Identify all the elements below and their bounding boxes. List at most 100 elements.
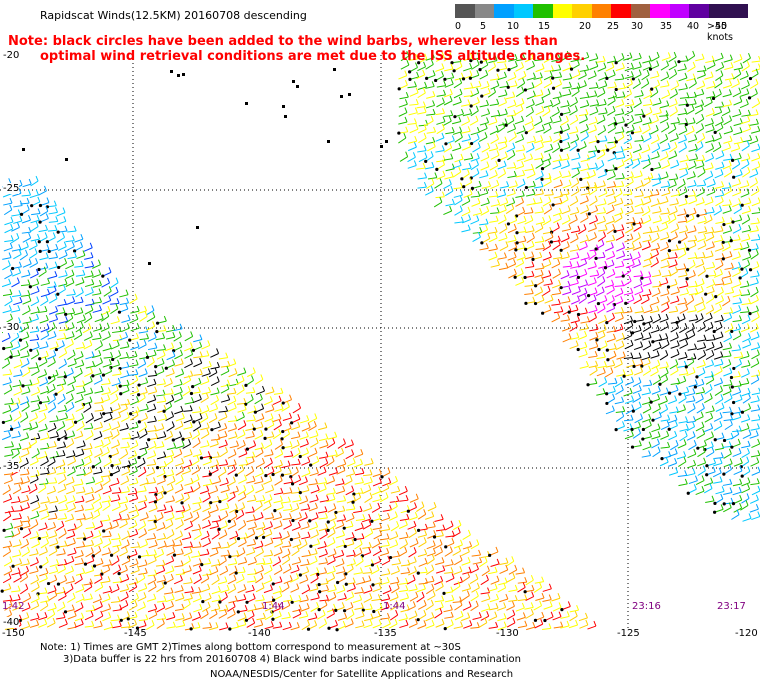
- wind-barb: [533, 135, 544, 144]
- wind-barb: [587, 277, 597, 286]
- wind-barb: [506, 617, 516, 628]
- wind-barb: [569, 244, 580, 252]
- wind-barb: [721, 182, 732, 190]
- wind-barb: [317, 466, 327, 476]
- wind-barb: [74, 612, 84, 622]
- wind-barb: [524, 296, 536, 305]
- wind-barb: [11, 209, 21, 217]
- wind-barb: [696, 208, 708, 218]
- wind-barb: [605, 386, 616, 396]
- wind-barb: [445, 198, 455, 207]
- wind-barb: [31, 501, 41, 512]
- wind-barb: [417, 107, 427, 115]
- wind-barb: [551, 279, 562, 289]
- wind-barb: [748, 68, 759, 81]
- wind-barb: [126, 611, 138, 621]
- wind-barb: [570, 315, 580, 324]
- wind-barb: [444, 185, 454, 197]
- wind-barb: [721, 106, 731, 117]
- wind-barb: [355, 610, 365, 620]
- wind-barb: [587, 205, 599, 216]
- wind-barb: [301, 456, 311, 466]
- wind-barb: [534, 263, 545, 270]
- wind-barb: [310, 602, 320, 612]
- wind-barb: [128, 465, 138, 476]
- wind-barb: [506, 572, 516, 583]
- wind-barb: [605, 188, 615, 198]
- wind-barb: [748, 305, 759, 316]
- wind-barb: [462, 141, 472, 151]
- wind-barb: [75, 495, 85, 504]
- wind-barb: [705, 374, 715, 385]
- wind-barb: [677, 108, 688, 116]
- wind-barb: [730, 380, 742, 389]
- wind-barb: [715, 161, 725, 170]
- wind-barb: [660, 180, 671, 189]
- wind-barb: [630, 440, 642, 449]
- wind-barb: [66, 537, 76, 547]
- wind-barb: [19, 204, 30, 216]
- wind-barb: [263, 575, 273, 585]
- wind-barb: [650, 305, 660, 314]
- wind-barb: [273, 495, 283, 504]
- wind-barb: [3, 197, 13, 206]
- wind-barb: [685, 213, 695, 224]
- wind-barb: [641, 420, 652, 432]
- wind-barb: [254, 512, 264, 521]
- wind-barb: [112, 513, 122, 522]
- wind-barb: [29, 531, 40, 540]
- wind-barb: [174, 483, 184, 494]
- wind-barb: [688, 314, 699, 322]
- wind-barb: [2, 341, 14, 351]
- wind-barb: [2, 594, 13, 602]
- wind-barb: [576, 307, 588, 317]
- wind-barb: [624, 78, 633, 89]
- wind-barb: [200, 440, 210, 448]
- wind-barb: [85, 476, 96, 485]
- wind-barb: [129, 386, 140, 395]
- wind-barb: [237, 619, 247, 628]
- wind-barb: [687, 235, 698, 242]
- wind-barb: [684, 190, 696, 199]
- wind-barb: [624, 158, 634, 169]
- wind-barb: [200, 573, 210, 584]
- wind-barb: [751, 125, 760, 134]
- wind-barb: [587, 294, 597, 304]
- wind-barb: [372, 486, 382, 496]
- wind-barb: [20, 621, 31, 630]
- wind-barb: [660, 414, 671, 422]
- wind-barb: [569, 105, 578, 116]
- wind-barb: [380, 512, 391, 522]
- wind-barb: [498, 214, 507, 225]
- wind-barb: [227, 415, 238, 423]
- wind-barb: [84, 252, 94, 260]
- wind-barb: [192, 481, 201, 493]
- wind-barb: [84, 261, 95, 269]
- wind-barb: [391, 583, 400, 594]
- wind-barb: [355, 514, 366, 522]
- wind-barb: [633, 279, 643, 289]
- wind-barb: [704, 383, 713, 395]
- wind-barb: [147, 394, 157, 404]
- wind-barb: [541, 623, 552, 630]
- wind-barb: [300, 602, 310, 612]
- wind-barb: [111, 429, 120, 440]
- wind-barb: [109, 520, 119, 530]
- wind-barb: [298, 610, 309, 619]
- wind-barb: [308, 612, 318, 621]
- wind-barb: [201, 340, 211, 350]
- wind-barb: [684, 356, 695, 369]
- wind-barb: [147, 514, 158, 522]
- wind-barb: [398, 613, 408, 622]
- wind-barb: [29, 456, 39, 466]
- wind-barb: [559, 241, 570, 252]
- wind-barb: [651, 334, 663, 344]
- wind-barb: [605, 360, 616, 368]
- wind-barb: [85, 522, 96, 530]
- wind-barb: [407, 152, 416, 163]
- wind-barb: [11, 558, 23, 568]
- wind-barb: [597, 99, 607, 107]
- wind-barb: [715, 196, 724, 207]
- wind-barb: [75, 593, 85, 603]
- wind-barb: [470, 600, 479, 612]
